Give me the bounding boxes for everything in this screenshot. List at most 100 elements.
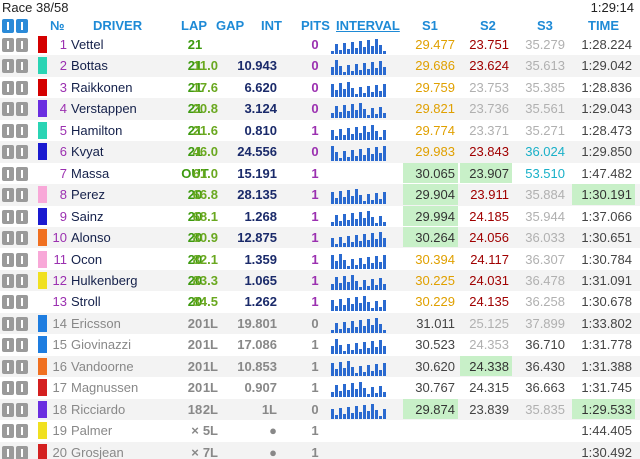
sparkline-bar (351, 71, 354, 76)
move-up-button[interactable] (2, 38, 14, 52)
move-up-button[interactable] (2, 188, 14, 203)
move-up-button[interactable] (2, 166, 14, 181)
move-down-button[interactable] (16, 381, 28, 396)
move-up-button[interactable] (2, 295, 14, 310)
move-up-button[interactable] (2, 123, 14, 138)
sparkline-bar (343, 305, 346, 312)
sparkline-bar (347, 190, 350, 205)
sector-time: 29.994 (403, 205, 458, 227)
sector-time: 29.759 (415, 79, 455, 95)
move-down-button[interactable] (16, 59, 28, 74)
move-down-button[interactable] (16, 424, 28, 439)
move-down-button[interactable] (16, 38, 28, 52)
team-color (38, 57, 47, 75)
pit-stops: 0 (311, 401, 319, 417)
move-down-button[interactable] (16, 402, 28, 417)
col-header[interactable]: INTERVAL (336, 18, 400, 33)
col-header: INT (261, 18, 282, 33)
move-up-button[interactable] (2, 445, 14, 459)
move-up-button[interactable] (2, 338, 14, 353)
sparkline-bar (367, 131, 370, 140)
sparkline-bar (383, 283, 386, 290)
move-down-button[interactable] (16, 445, 28, 459)
sparkline-bar (363, 125, 366, 140)
row-background (0, 312, 640, 335)
move-down-button[interactable] (16, 123, 28, 138)
sparkline-bar (335, 244, 338, 248)
lap: 21 (187, 58, 203, 74)
interval: 15.191 (237, 165, 277, 181)
gap: 17.6 (192, 79, 218, 95)
interval: 10.853 (237, 358, 277, 374)
sparkline-bar (343, 72, 346, 76)
sparkline-bar (355, 126, 358, 140)
sparkline-bar (379, 199, 382, 205)
col-header: S3 (537, 18, 553, 33)
move-up-button[interactable] (2, 59, 14, 74)
move-down-button[interactable] (16, 252, 28, 267)
sparkline-bar (363, 92, 366, 97)
move-down-button[interactable] (16, 359, 28, 374)
pit-stops: 0 (311, 315, 319, 331)
move-up-button[interactable] (2, 316, 14, 331)
sparkline-bar (351, 304, 354, 312)
sparkline-bar (383, 51, 386, 54)
sort-down-button[interactable] (2, 19, 14, 33)
sector-time: 23.911 (470, 187, 509, 203)
sort-up-button[interactable] (16, 19, 28, 33)
driver-name: Magnussen (71, 380, 139, 396)
sparkline-bar (347, 111, 350, 119)
gap: 68.1 (192, 208, 218, 224)
move-up-button[interactable] (2, 424, 14, 439)
pit-stops: 0 (311, 37, 319, 52)
lap-time: 1:31.091 (581, 272, 632, 288)
interval: ● (269, 423, 277, 439)
move-down-button[interactable] (16, 273, 28, 288)
move-up-button[interactable] (2, 273, 14, 288)
move-up-button[interactable] (2, 209, 14, 224)
sparkline-bar (375, 39, 378, 54)
sparkline-bar (383, 129, 386, 140)
sparkline-bar (383, 300, 386, 312)
sparkline-bar (359, 257, 362, 269)
sparkline-bar (375, 317, 378, 333)
col-header: № (50, 18, 65, 33)
move-down-button[interactable] (16, 338, 28, 353)
move-down-button[interactable] (16, 166, 28, 181)
move-up-button[interactable] (2, 80, 14, 95)
move-down-button[interactable] (16, 316, 28, 331)
move-up-button[interactable] (2, 252, 14, 267)
sector-time: 23.839 (469, 401, 509, 417)
sparkline-bar (359, 211, 362, 226)
move-down-button[interactable] (16, 188, 28, 203)
move-up-button[interactable] (2, 359, 14, 374)
move-down-button[interactable] (16, 231, 28, 246)
sparkline-bar (331, 362, 334, 376)
interval: 1.359 (244, 251, 277, 267)
move-up-button[interactable] (2, 402, 14, 417)
move-up-button[interactable] (2, 102, 14, 117)
move-down-button[interactable] (16, 295, 28, 310)
move-up-button[interactable] (2, 381, 14, 396)
move-down-button[interactable] (16, 209, 28, 224)
driver-name: Vettel (71, 37, 104, 52)
move-down-button[interactable] (16, 102, 28, 117)
driver-name: Stroll (71, 294, 101, 310)
sector-time: 25.125 (469, 315, 509, 331)
move-up-button[interactable] (2, 145, 14, 160)
sparkline-bar (363, 371, 366, 376)
row-background (0, 441, 640, 459)
move-down-button[interactable] (16, 80, 28, 95)
sparkline-bar (371, 233, 374, 248)
sector-time: 30.767 (415, 380, 455, 396)
team-color (38, 100, 47, 118)
sparkline-bar (339, 345, 342, 355)
sector-time: 35.561 (525, 101, 565, 117)
sparkline-bar (375, 222, 378, 226)
move-up-button[interactable] (2, 231, 14, 246)
sector-time: 36.663 (525, 380, 565, 396)
sparkline-bar (379, 153, 382, 162)
move-down-button[interactable] (16, 145, 28, 160)
sparkline-bar (359, 103, 362, 119)
sparkline-bar (339, 253, 342, 269)
